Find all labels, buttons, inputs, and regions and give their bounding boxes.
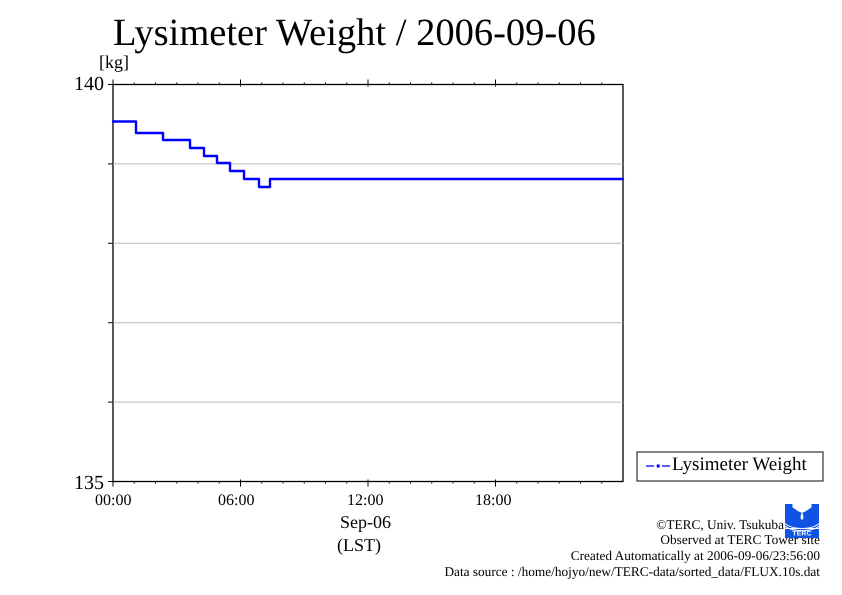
svg-text:TERC: TERC [792,530,811,537]
